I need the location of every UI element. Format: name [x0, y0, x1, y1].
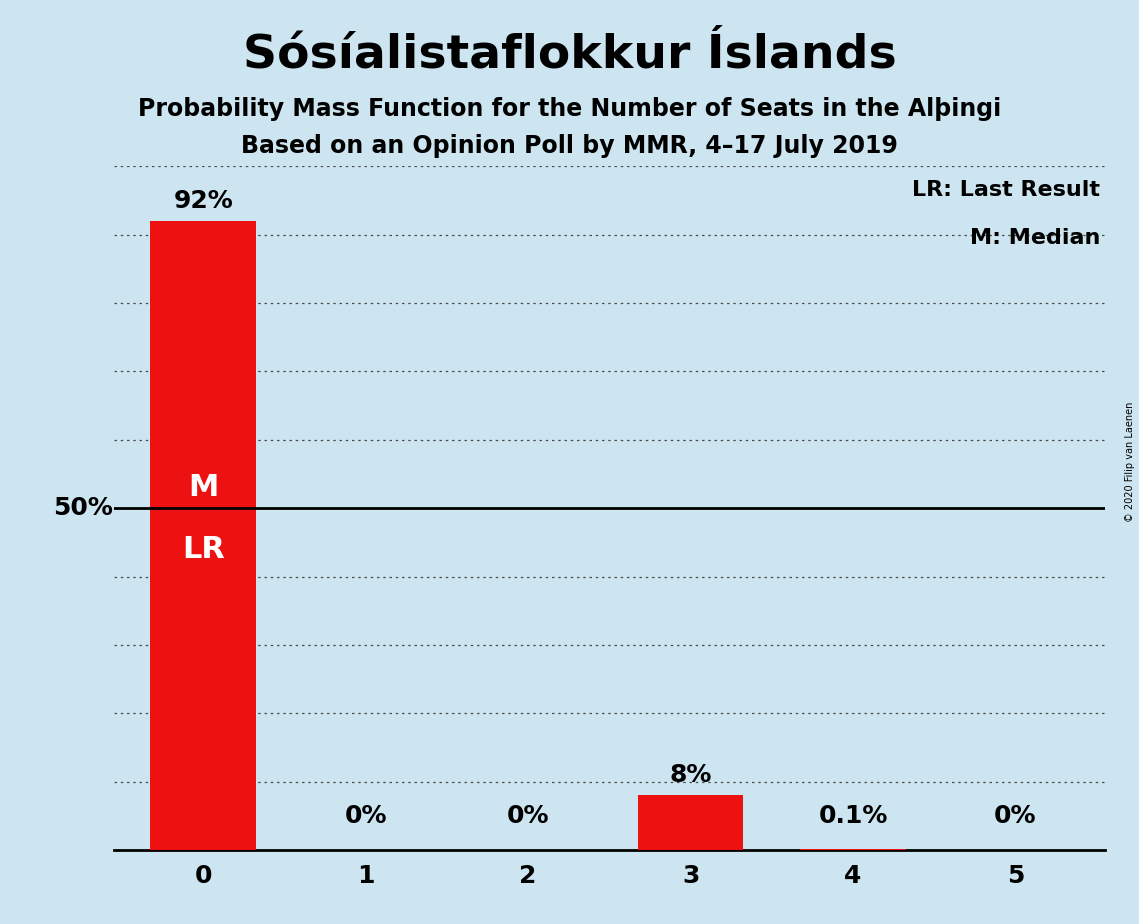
Bar	[638, 796, 744, 850]
Text: M: M	[188, 473, 219, 502]
Text: Probability Mass Function for the Number of Seats in the Alþingi: Probability Mass Function for the Number…	[138, 97, 1001, 121]
Text: Based on an Opinion Poll by MMR, 4–17 July 2019: Based on an Opinion Poll by MMR, 4–17 Ju…	[241, 134, 898, 158]
Text: 8%: 8%	[670, 763, 712, 787]
Text: © 2020 Filip van Laenen: © 2020 Filip van Laenen	[1125, 402, 1134, 522]
Text: LR: Last Result: LR: Last Result	[912, 180, 1100, 200]
Text: M: Median: M: Median	[969, 228, 1100, 248]
Text: 0.1%: 0.1%	[818, 804, 887, 828]
Text: 0%: 0%	[344, 804, 387, 828]
Text: LR: LR	[182, 535, 224, 564]
Text: 0%: 0%	[994, 804, 1036, 828]
Text: Sósíalistaflokkur Íslands: Sósíalistaflokkur Íslands	[243, 32, 896, 78]
Bar	[150, 221, 256, 850]
Text: 0%: 0%	[507, 804, 549, 828]
Text: 92%: 92%	[173, 188, 233, 213]
Text: 50%: 50%	[54, 496, 113, 520]
